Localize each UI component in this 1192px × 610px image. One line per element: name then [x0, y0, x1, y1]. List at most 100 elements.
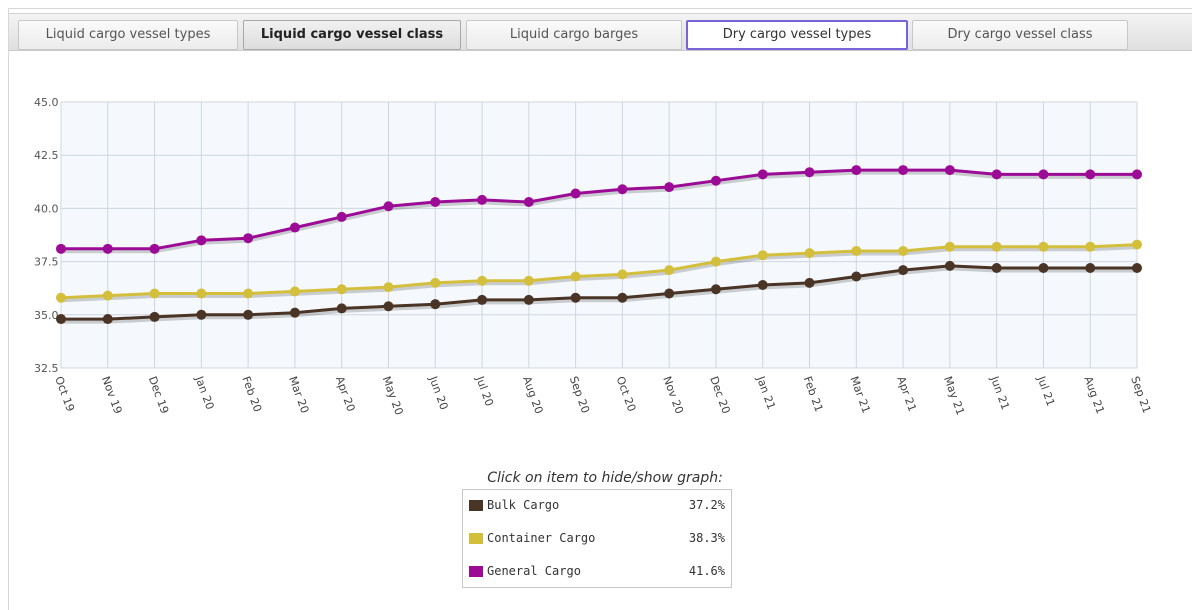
x-tick-label: Mar 21	[847, 375, 872, 415]
legend: Bulk Cargo 37.2% Container Cargo 38.3% G…	[462, 489, 732, 588]
x-tick-label: May 20	[380, 375, 406, 417]
x-tick-label: May 21	[941, 375, 967, 417]
data-point	[757, 280, 768, 291]
legend-swatch	[469, 566, 483, 577]
x-tick-label: Jun 21	[987, 374, 1011, 412]
data-point	[149, 243, 160, 254]
tab-dry-cargo-vessel-types[interactable]: Dry cargo vessel types	[686, 20, 908, 50]
data-point	[523, 294, 534, 305]
legend-caption: Click on item to hide/show graph:	[487, 470, 723, 486]
data-point	[1085, 169, 1096, 180]
chart-panel	[8, 8, 1192, 610]
series-line-bulk-cargo	[61, 264, 1137, 321]
data-point	[289, 286, 300, 297]
data-point	[991, 169, 1002, 180]
data-point	[664, 265, 675, 276]
data-point	[243, 288, 254, 299]
series-line-container-cargo	[60, 243, 1138, 300]
data-point	[710, 284, 721, 295]
data-point	[710, 175, 721, 186]
y-tick-label: 42.5	[34, 149, 59, 162]
data-point	[664, 288, 675, 299]
y-tick-label: 40.0	[34, 202, 59, 215]
legend-item-bulk-cargo[interactable]: Bulk Cargo 37.2%	[469, 495, 725, 515]
x-tick-label: Feb 20	[239, 375, 264, 414]
data-point	[804, 277, 815, 288]
x-tick-label: Jan 20	[192, 374, 216, 412]
legend-value: 38.3%	[688, 531, 725, 545]
data-point	[991, 262, 1002, 273]
series-shadow	[60, 244, 1138, 303]
legend-value: 37.2%	[688, 498, 725, 512]
data-point	[430, 277, 441, 288]
data-point	[898, 265, 909, 276]
data-point	[757, 169, 768, 180]
data-point	[1038, 169, 1049, 180]
data-point	[149, 288, 160, 299]
series-line-general-cargo	[61, 168, 1137, 251]
legend-label: Container Cargo	[487, 531, 596, 545]
x-tick-label: Mar 20	[286, 375, 311, 415]
tab-liquid-cargo-vessel-types[interactable]: Liquid cargo vessel types	[18, 20, 238, 50]
data-point	[570, 188, 581, 199]
x-tick-label: Aug 20	[520, 375, 546, 416]
data-point	[898, 245, 909, 256]
data-point	[570, 292, 581, 303]
data-point	[336, 211, 347, 222]
legend-item-general-cargo[interactable]: General Cargo 41.6%	[469, 561, 725, 581]
series-shadow	[61, 265, 1137, 324]
data-point	[991, 241, 1002, 252]
data-point	[477, 294, 488, 305]
tab-liquid-cargo-vessel-class[interactable]: Liquid cargo vessel class	[243, 20, 461, 50]
data-point	[617, 184, 628, 195]
data-point	[196, 309, 207, 320]
x-tick-label: Feb 21	[801, 375, 826, 414]
data-point	[383, 282, 394, 293]
data-point	[477, 194, 488, 205]
data-point	[477, 275, 488, 286]
legend-swatch	[469, 533, 483, 544]
data-point	[523, 197, 534, 208]
legend-swatch	[469, 500, 483, 511]
y-tick-label: 35.0	[34, 309, 59, 322]
x-tick-label: Nov 19	[99, 375, 125, 416]
data-point	[1132, 239, 1142, 250]
legend-item-container-cargo[interactable]: Container Cargo 38.3%	[469, 528, 725, 548]
data-point	[56, 314, 66, 325]
data-point	[617, 292, 628, 303]
legend-label: General Cargo	[487, 564, 581, 578]
data-point	[243, 309, 254, 320]
x-tick-label: Nov 20	[660, 375, 686, 416]
data-point	[944, 260, 955, 271]
x-tick-label: Apr 21	[894, 375, 919, 414]
data-point	[430, 197, 441, 208]
y-tick-label: 37.5	[34, 256, 59, 269]
data-point	[56, 243, 66, 254]
tab-liquid-cargo-barges[interactable]: Liquid cargo barges	[466, 20, 682, 50]
data-point	[1085, 262, 1096, 273]
series-shadow	[61, 169, 1137, 254]
x-tick-label: Jul 20	[473, 374, 496, 408]
data-point	[1085, 241, 1096, 252]
x-tick-label: Jun 20	[426, 374, 450, 412]
x-tick-label: Dec 19	[146, 375, 171, 416]
data-point	[664, 182, 675, 193]
data-point	[1132, 262, 1142, 273]
x-tick-label: Aug 21	[1081, 375, 1107, 416]
data-point	[851, 271, 862, 282]
data-point	[617, 269, 628, 280]
data-point	[944, 165, 955, 176]
data-point	[56, 292, 66, 303]
data-point	[243, 233, 254, 244]
y-tick-label: 32.5	[34, 362, 59, 375]
data-point	[757, 250, 768, 261]
data-point	[430, 299, 441, 310]
plot-area	[61, 102, 1137, 368]
y-tick-label: 45.0	[34, 96, 59, 109]
data-point	[289, 222, 300, 233]
data-point	[1132, 169, 1142, 180]
data-point	[804, 248, 815, 259]
tab-dry-cargo-vessel-class[interactable]: Dry cargo vessel class	[912, 20, 1128, 50]
data-point	[102, 290, 113, 301]
data-point	[149, 311, 160, 322]
